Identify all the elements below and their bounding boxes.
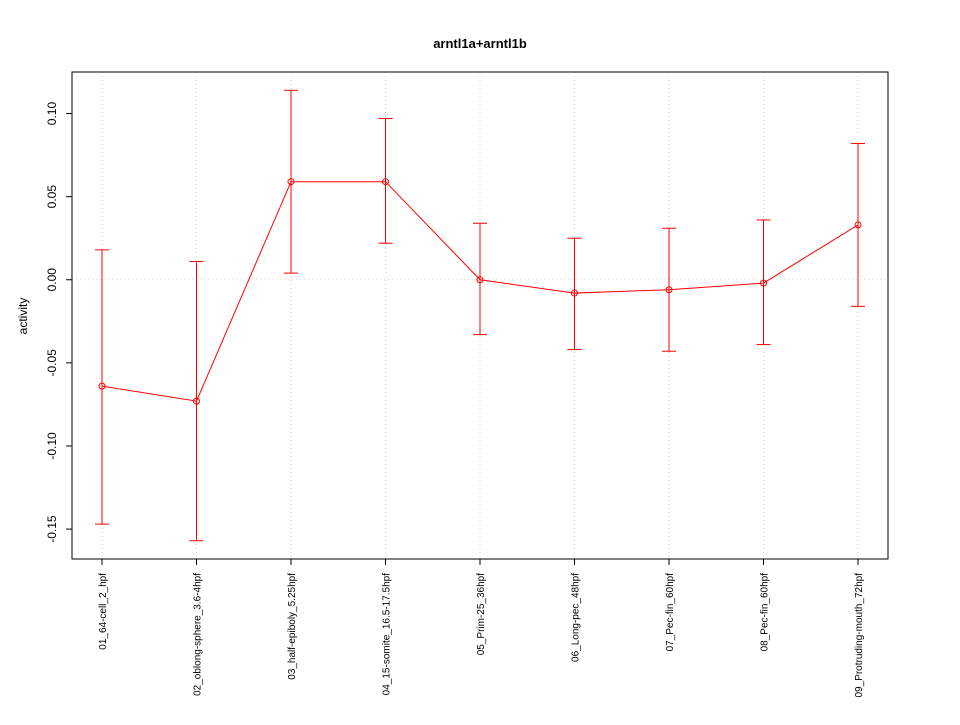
- y-tick-label: -0.10: [45, 432, 59, 460]
- x-tick-label: 09_Protruding-mouth_72hpf: [854, 573, 865, 698]
- data-point: [193, 397, 200, 405]
- chart-title: arntl1a+arntl1b: [433, 36, 527, 51]
- y-tick-label: 0.00: [45, 268, 59, 292]
- x-tick-label: 05_Prim-25_36hpf: [476, 573, 487, 655]
- x-tick-label: 06_Long-pec_48hpf: [571, 573, 582, 662]
- y-tick-label: -0.05: [45, 349, 59, 377]
- y-tick-label: 0.05: [45, 185, 59, 209]
- x-tick-label: 07_Pec-fin_60hpf: [665, 573, 676, 652]
- x-tick-label: 03_half-epiboly_5.25hpf: [287, 573, 298, 680]
- x-tick-label: 04_15-somite_16.5-17.5hpf: [382, 573, 393, 696]
- series-line: [101, 181, 859, 402]
- data-point: [854, 221, 862, 229]
- x-tick-label: 02_oblong-sphere_3.6-4hpf: [193, 573, 204, 696]
- y-tick-label: 0.10: [45, 102, 59, 126]
- data-point: [287, 178, 295, 186]
- x-tick-label: 01_64-cell_2_hpf: [98, 573, 109, 650]
- data-point: [382, 178, 389, 186]
- plot-frame: [71, 71, 889, 560]
- x-tick-label: 08_Pec-fin_60hpf: [760, 573, 771, 652]
- y-tick-label: -0.15: [45, 515, 59, 543]
- series: [95, 89, 865, 542]
- data-point: [476, 276, 484, 284]
- data-point: [571, 289, 578, 297]
- data-point: [665, 286, 673, 294]
- y-axis-label: activity: [16, 298, 30, 335]
- axes: -0.15 -0.10 -0.05 0.00 0.05 0.10 01_64-cell_2_…: [45, 102, 865, 698]
- data-point: [98, 382, 106, 390]
- data-point: [760, 279, 767, 287]
